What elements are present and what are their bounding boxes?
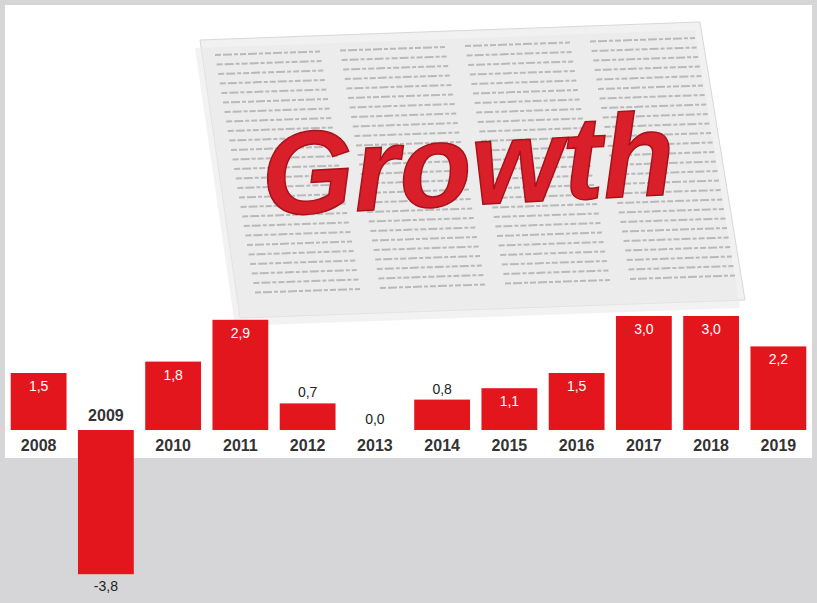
- newspaper-text-line: [253, 280, 358, 284]
- chart: Growth 1,5 2008 -3,8 2009 1,8 2010 2,9 2011 0,7 20…: [0, 0, 817, 603]
- x-tick-label: 2019: [761, 437, 797, 454]
- data-label: 2,2: [769, 351, 789, 367]
- newspaper-text-line: [255, 289, 360, 293]
- x-tick-label: 2011: [223, 437, 258, 454]
- x-tick-label: 2014: [424, 437, 460, 454]
- bar: [78, 430, 134, 574]
- bar: [616, 316, 672, 430]
- bar: [683, 316, 739, 430]
- newspaper-text-line: [374, 247, 479, 251]
- newspaper-text-line: [595, 67, 700, 71]
- data-label: 1,5: [29, 378, 49, 394]
- newspaper-text-line: [372, 237, 477, 241]
- newspaper-text-line: [470, 71, 575, 75]
- newspaper-text-line: [343, 66, 448, 70]
- newspaper-text-line: [249, 251, 354, 255]
- newspaper-text-line: [250, 261, 355, 265]
- bar: [750, 346, 806, 430]
- newspaper-text-line: [622, 228, 727, 232]
- background: [0, 0, 817, 603]
- newspaper-text-line: [625, 247, 730, 251]
- newspaper-text-line: [252, 270, 357, 274]
- newspaper-text-line: [378, 275, 483, 279]
- newspaper-text-line: [505, 280, 610, 284]
- newspaper-text-line: [217, 61, 322, 65]
- newspaper-text-line: [377, 266, 482, 270]
- newspaper-text-line: [502, 261, 607, 265]
- newspaper-text-line: [221, 90, 326, 94]
- data-label: -3,8: [94, 578, 118, 594]
- newspaper-text-line: [215, 52, 320, 56]
- newspaper-text-line: [497, 233, 602, 237]
- newspaper-text-line: [590, 38, 695, 42]
- data-label: 1,5: [567, 378, 587, 394]
- x-tick-label: 2018: [693, 437, 729, 454]
- data-label: 3,0: [701, 321, 721, 337]
- newspaper-text-line: [247, 242, 352, 246]
- newspaper-text-line: [467, 52, 572, 56]
- bar: [481, 388, 537, 430]
- bar: [347, 430, 403, 431]
- newspaper-text-line: [593, 57, 698, 61]
- data-label: 0,8: [432, 381, 452, 397]
- newspaper-text-line: [596, 76, 701, 80]
- newspaper-text-line: [380, 285, 485, 289]
- newspaper-text-line: [628, 266, 733, 270]
- x-tick-label: 2010: [155, 437, 191, 454]
- data-label: 0,0: [365, 411, 385, 427]
- x-tick-label: 2008: [21, 437, 57, 454]
- newspaper-text-line: [375, 256, 480, 260]
- newspaper-text-line: [223, 99, 328, 103]
- newspaper-text-line: [592, 48, 697, 52]
- x-tick-label: 2013: [357, 437, 393, 454]
- bar: [11, 373, 67, 430]
- newspaper-text-line: [345, 76, 450, 80]
- data-label: 1,1: [500, 393, 520, 409]
- data-label: 0,7: [298, 384, 318, 400]
- newspaper-text-line: [465, 43, 570, 47]
- newspaper-text-line: [340, 47, 445, 51]
- title: Growth: [258, 87, 677, 240]
- newspaper-text-line: [346, 85, 451, 89]
- data-label: 1,8: [163, 367, 183, 383]
- newspaper-text-line: [471, 81, 576, 85]
- newspaper-text-line: [342, 57, 447, 61]
- newspaper-text-line: [220, 80, 325, 84]
- newspaper-text-line: [468, 62, 573, 66]
- bar: [549, 373, 605, 430]
- bar: [414, 400, 470, 430]
- bar: [280, 403, 336, 430]
- x-tick-label: 2015: [492, 437, 528, 454]
- x-tick-label: 2017: [626, 437, 662, 454]
- newspaper-sheet: [195, 30, 740, 326]
- data-label: 3,0: [634, 321, 654, 337]
- newspaper: [195, 22, 745, 326]
- data-label: 2,9: [231, 325, 251, 341]
- newspaper-text-line: [499, 242, 604, 246]
- newspaper-text-line: [348, 95, 453, 99]
- bar: [145, 362, 201, 430]
- x-tick-label: 2009: [88, 407, 124, 424]
- newspaper-text-line: [630, 276, 735, 280]
- newspaper-text-line: [624, 238, 729, 242]
- newspaper-text-line: [627, 257, 732, 261]
- bar: [212, 320, 268, 430]
- x-tick-label: 2016: [559, 437, 595, 454]
- upper-panel: [5, 5, 812, 458]
- newspaper-text-line: [500, 252, 605, 256]
- labels: 1,5 2008 -3,8 2009 1,8 2010 2,9 2011 0,7 2012 0,0 2…: [21, 321, 796, 594]
- newspaper-text-line: [218, 71, 323, 75]
- x-tick-label: 2012: [290, 437, 326, 454]
- newspaper-text-line: [503, 271, 608, 275]
- bars: [11, 316, 807, 574]
